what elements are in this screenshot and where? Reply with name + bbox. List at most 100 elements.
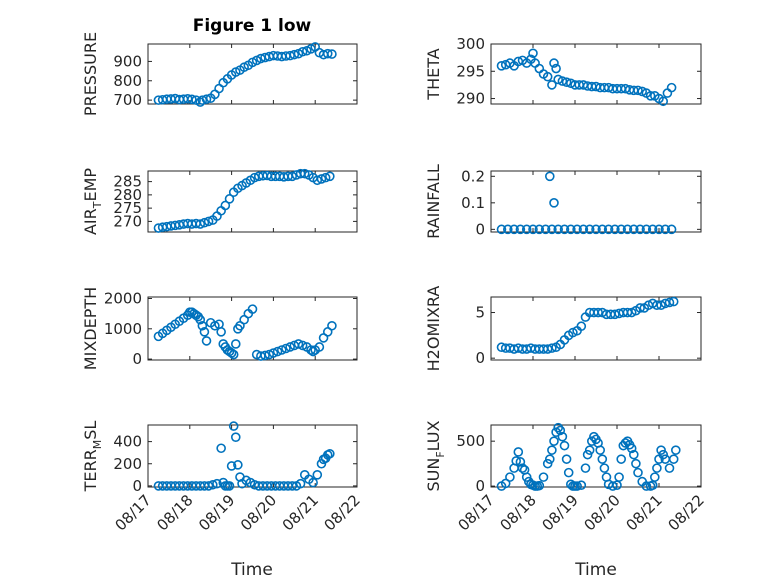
data-point	[295, 478, 306, 489]
data-point	[635, 303, 645, 313]
data-point	[228, 349, 239, 360]
data-point	[538, 472, 549, 482]
data-point	[628, 449, 639, 460]
data-point	[314, 342, 325, 352]
data-point	[584, 224, 595, 235]
data-point	[666, 82, 677, 93]
data-point	[614, 472, 624, 482]
y-axis-label-tail: LUX	[424, 420, 443, 451]
y-axis-label-tail: SL	[81, 421, 100, 440]
data-point	[320, 172, 331, 183]
y-tick-label: 0.2	[461, 167, 485, 185]
data-point	[668, 454, 679, 464]
y-tick-label: 0	[475, 349, 485, 367]
data-point	[645, 91, 656, 101]
data-point	[565, 224, 576, 235]
data-point	[297, 340, 308, 351]
y-tick-label: 5	[475, 304, 485, 322]
data-point	[557, 431, 568, 442]
data-point	[268, 348, 279, 358]
data-point	[505, 472, 515, 482]
data-point	[264, 349, 275, 360]
figure-title: Figure 1 low	[193, 16, 312, 36]
y-tick-label: 270	[113, 212, 142, 230]
data-point	[610, 224, 620, 235]
data-point	[515, 224, 526, 235]
data-point	[521, 472, 532, 482]
data-point	[224, 194, 235, 204]
data-point	[547, 224, 557, 235]
data-point	[228, 421, 239, 431]
data-point	[203, 216, 214, 227]
data-point	[316, 174, 327, 184]
data-point	[597, 454, 608, 464]
data-point	[654, 224, 664, 235]
data-point	[664, 463, 675, 473]
data-point	[201, 336, 212, 346]
x-axis-label-right: Time	[574, 560, 617, 580]
data-point	[521, 224, 532, 235]
subplot-4: 0 0.1 0.2 RAINFALL	[424, 164, 702, 239]
data-point	[584, 445, 595, 455]
y-tick-label: 0	[475, 220, 485, 238]
data-point	[496, 224, 507, 235]
data-point	[633, 85, 643, 96]
y-tick-label: 900	[113, 52, 142, 70]
y-tick-label: 400	[113, 433, 142, 451]
data-point	[285, 342, 295, 352]
y-tick-label: 0	[475, 477, 485, 495]
data-point	[559, 224, 570, 235]
data-point	[220, 200, 231, 211]
data-point	[553, 74, 564, 85]
data-point	[607, 481, 618, 491]
data-point	[230, 432, 241, 442]
y-axis-label-main: TERR	[81, 449, 100, 492]
data-point	[260, 350, 270, 361]
data-point	[509, 224, 519, 235]
data-point	[576, 480, 587, 491]
y-tick-label: 290	[456, 90, 485, 108]
data-point	[511, 456, 522, 466]
data-point	[327, 49, 337, 59]
y-tick-label: 0	[132, 350, 142, 368]
y-tick-label: 2000	[104, 290, 142, 308]
data-point	[547, 343, 557, 353]
data-point	[631, 458, 641, 469]
data-point	[660, 224, 671, 235]
data-point	[628, 224, 639, 235]
data-point	[272, 346, 283, 357]
data-point	[201, 94, 212, 104]
data-point	[517, 463, 528, 473]
data-point	[197, 320, 208, 331]
data-point	[306, 345, 316, 355]
y-axis-label-subscript: T	[91, 201, 104, 209]
data-point	[561, 454, 572, 464]
data-point	[322, 48, 333, 59]
data-point	[595, 445, 606, 455]
data-point	[551, 63, 561, 74]
y-axis-label: AIRTEMP	[81, 168, 104, 235]
y-tick-label: 275	[113, 199, 142, 217]
data-point	[668, 296, 679, 307]
data-point	[308, 477, 318, 488]
y-tick-label: 700	[113, 91, 142, 109]
data-point	[635, 224, 645, 235]
data-point	[195, 314, 206, 325]
y-tick-label: 200	[113, 455, 142, 473]
data-point	[247, 304, 258, 314]
data-point	[626, 443, 637, 454]
axes-frame	[490, 170, 702, 233]
data-point	[580, 463, 591, 473]
data-point	[542, 458, 553, 469]
data-point	[553, 224, 564, 235]
data-point	[582, 449, 593, 460]
y-axis-label-main: SUN	[424, 458, 443, 492]
data-point	[563, 467, 574, 478]
data-point	[502, 224, 513, 235]
data-point	[293, 339, 304, 349]
data-point	[658, 449, 669, 460]
data-point	[325, 171, 335, 182]
